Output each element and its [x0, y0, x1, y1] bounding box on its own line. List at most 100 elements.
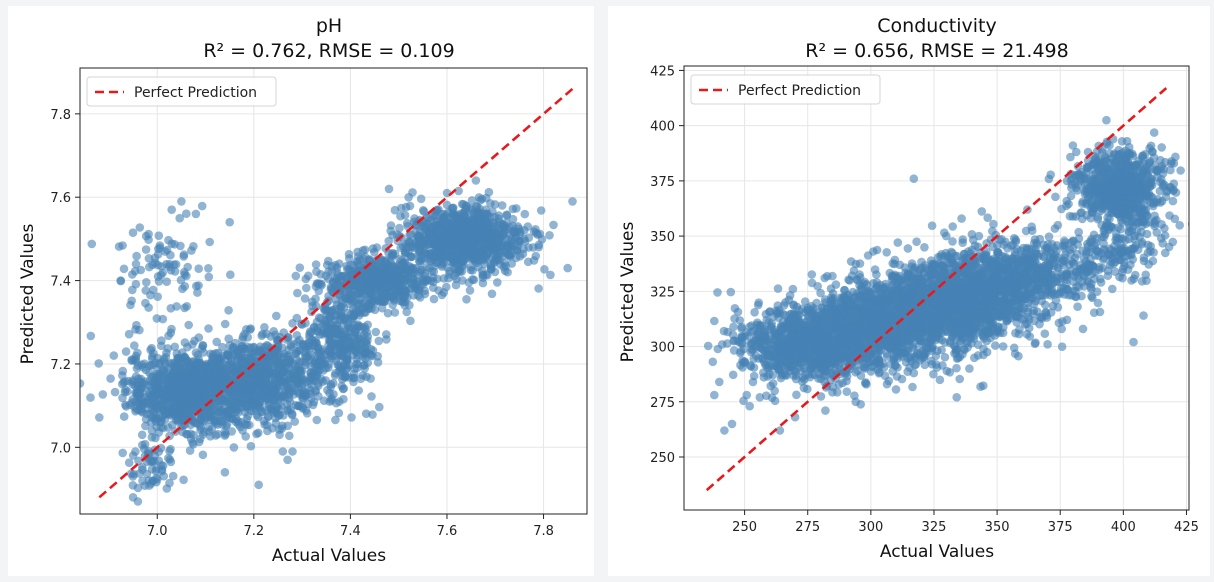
scatter-point [274, 360, 284, 369]
scatter-point [159, 365, 168, 375]
scatter-point [325, 312, 335, 322]
tick-marks [75, 113, 545, 519]
scatter-point [147, 343, 156, 353]
scatter-point [193, 288, 202, 297]
scatter-point [287, 387, 297, 396]
x-tick-label: 7.2 [243, 524, 264, 539]
conductivity-scatter-chart: Conductivity R² = 0.656, RMSE = 21.498 A… [618, 15, 1199, 562]
scatter-point [165, 478, 174, 488]
scatter-point [396, 261, 406, 271]
scatter-point [183, 342, 192, 352]
scatter-point [312, 317, 322, 327]
scatter-point [262, 329, 271, 339]
chart-title: pH [316, 15, 342, 37]
scatter-point [165, 259, 174, 269]
scatter-point [302, 283, 311, 293]
scatter-point [271, 419, 281, 428]
y-tick-label: 275 [650, 396, 675, 411]
scatter-point [283, 455, 292, 465]
scatter-point [241, 392, 251, 401]
scatter-point [212, 359, 221, 368]
scatter-point [515, 252, 525, 261]
scatter-point [372, 243, 382, 252]
scatter-point [386, 221, 396, 230]
scatter-point [324, 267, 333, 276]
scatter-point [164, 235, 173, 245]
scatter-point [295, 263, 305, 273]
scatter-point [147, 433, 157, 442]
scatter-point [304, 383, 313, 393]
scatter-point [313, 379, 323, 388]
scatter-point [141, 231, 151, 241]
scatter-point [285, 431, 294, 441]
scatter-point [295, 401, 305, 411]
scatter-point [318, 345, 327, 354]
scatter-point [132, 364, 142, 373]
scatter-point [252, 429, 261, 439]
scatter-point [278, 392, 288, 402]
scatter-point [157, 461, 166, 470]
scatter-point [306, 394, 316, 403]
scatter-point [268, 395, 278, 405]
scatter-point [474, 209, 484, 219]
scatter-point [728, 330, 738, 340]
scatter-point [178, 284, 187, 294]
scatter-point [405, 201, 415, 211]
scatter-point [834, 380, 844, 389]
scatter-point [213, 366, 223, 375]
scatter-point [355, 295, 364, 305]
scatter-point [457, 267, 467, 276]
scatter-point [425, 229, 434, 238]
scatter-point [271, 368, 281, 377]
scatter-point [563, 263, 572, 273]
scatter-point [292, 355, 301, 364]
scatter-point [213, 420, 223, 429]
y-tick-label: 7.6 [50, 191, 71, 206]
scatter-point [749, 326, 758, 336]
scatter-point [242, 342, 252, 351]
scatter-point [293, 364, 303, 374]
scatter-point [205, 237, 214, 247]
scatter-point [395, 223, 404, 233]
scatter-point [240, 407, 250, 417]
scatter-point [224, 306, 233, 315]
conductivity-chart-panel: Conductivity R² = 0.656, RMSE = 21.498 A… [608, 6, 1210, 576]
scatter-point [124, 329, 134, 339]
x-tick-label: 375 [1048, 520, 1073, 535]
scatter-point [776, 360, 785, 369]
scatter-point [151, 383, 161, 393]
scatter-point [236, 384, 246, 394]
scatter-point [428, 273, 438, 282]
scatter-point [181, 404, 191, 414]
scatter-point [268, 387, 278, 397]
scatter-point [347, 413, 356, 422]
scatter-point [178, 373, 188, 382]
x-tick-label: 275 [795, 520, 820, 535]
scatter-point [523, 222, 533, 231]
scatter-point [420, 269, 430, 279]
scatter-point [481, 193, 491, 203]
scatter-point [770, 396, 780, 406]
scatter-point [520, 209, 530, 219]
y-tick-label: 400 [650, 120, 675, 135]
scatter-point [383, 308, 393, 318]
scatter-point [729, 322, 738, 332]
scatter-point [484, 225, 494, 235]
y-axis-label: Predicted Values [18, 223, 38, 364]
scatter-point [468, 238, 478, 248]
x-tick-label: 425 [1174, 520, 1199, 535]
tick-marks [679, 69, 1187, 515]
scatter-point [536, 206, 546, 215]
scatter-point [509, 226, 518, 236]
scatter-point [471, 176, 481, 185]
scatter-point [361, 289, 370, 299]
scatter-point [403, 248, 413, 257]
scatter-point [307, 297, 317, 307]
scatter-point [158, 391, 167, 400]
scatter-point [164, 453, 173, 463]
scatter-point [311, 386, 320, 395]
scatter-point [220, 431, 230, 440]
scatter-point [367, 392, 376, 401]
scatter-point [368, 410, 377, 419]
scatter-point [283, 421, 293, 431]
